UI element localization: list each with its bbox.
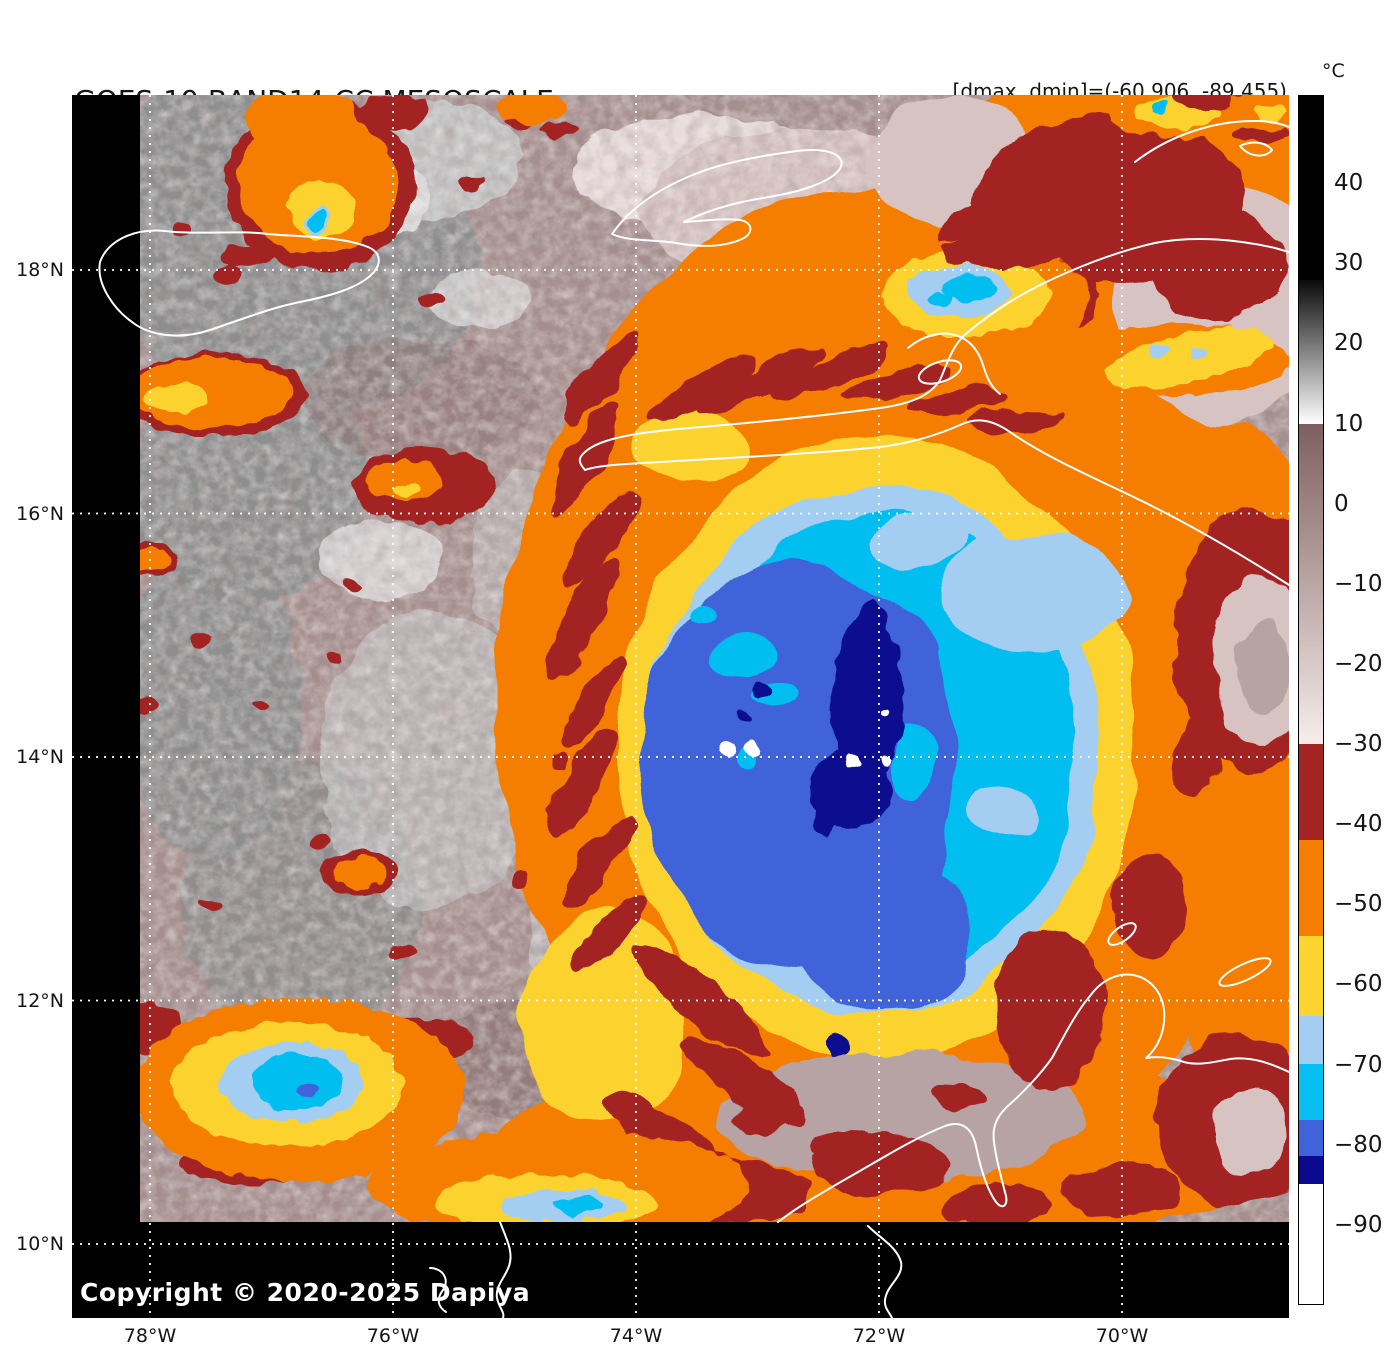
coastline-hispaniola-south (578, 419, 1289, 586)
colorbar-tick-label: 10 (1334, 410, 1364, 437)
lat-tick-label: 10°N (16, 1233, 64, 1255)
coastline-island-aruba (1107, 922, 1137, 946)
lon-tick-label: 72°W (852, 1325, 906, 1347)
coastline-venezuela-guajira (777, 973, 1289, 1223)
lat-tick-label: 14°N (16, 746, 64, 768)
lat-tick-label: 16°N (16, 502, 64, 525)
coastline-island-curacao (1218, 957, 1272, 987)
colorbar-tick-label: −60 (1334, 971, 1383, 998)
lon-tick-label: 76°W (366, 1325, 420, 1347)
convective-cells (140, 95, 1289, 1222)
coastline-jamaica (98, 229, 380, 337)
lat-tick-label: 12°N (16, 989, 64, 1012)
coastline-venezuela-south (867, 1225, 903, 1318)
colorbar-tick-label: 0 (1334, 490, 1349, 517)
coastline-gonave-island (917, 359, 963, 385)
colorbar-tick-label: 40 (1334, 170, 1364, 197)
lat-tick-label: 18°N (16, 259, 64, 281)
colorbar-tick-label: −20 (1334, 650, 1383, 677)
coastline-hispaniola-north (584, 237, 1289, 453)
coastline-cuba-tip (611, 149, 843, 247)
colorbar-unit-label: °C (1322, 60, 1345, 82)
imagery-data-region (140, 95, 1289, 1222)
colorbar-tick-label: −10 (1334, 570, 1383, 597)
colorbar-tick-label: −40 (1334, 811, 1383, 838)
coastline-dr-north (1134, 119, 1289, 163)
lon-tick-label: 70°W (1095, 1325, 1149, 1347)
colorbar-tick-label: 30 (1334, 250, 1364, 277)
colorbar-tick-label: −90 (1334, 1211, 1383, 1238)
colorbar-tick-label: −50 (1334, 891, 1383, 918)
colorbar (1298, 95, 1324, 1305)
gridlines (72, 95, 1289, 1318)
coastlines (98, 119, 1289, 1318)
hurricane-core (722, 602, 904, 1057)
colorbar-tick-label: 20 (1334, 330, 1364, 357)
coastline-dr-islet (1239, 141, 1273, 157)
satellite-imagery (72, 95, 1289, 1318)
colorbar-tick-label: −80 (1334, 1131, 1383, 1158)
coastline-colombia-west (495, 1221, 512, 1318)
lon-tick-label: 74°W (609, 1325, 663, 1347)
colorbar-tick-label: −30 (1334, 731, 1383, 758)
coastline-gonave-gulf (907, 332, 1001, 395)
copyright-label: Copyright © 2020-2025 Dapiya (80, 1278, 531, 1307)
satellite-map (72, 95, 1289, 1318)
coastline-colombia-loop (429, 1267, 447, 1313)
lon-tick-label: 78°W (123, 1325, 177, 1347)
colorbar-tick-label: −70 (1334, 1051, 1383, 1078)
